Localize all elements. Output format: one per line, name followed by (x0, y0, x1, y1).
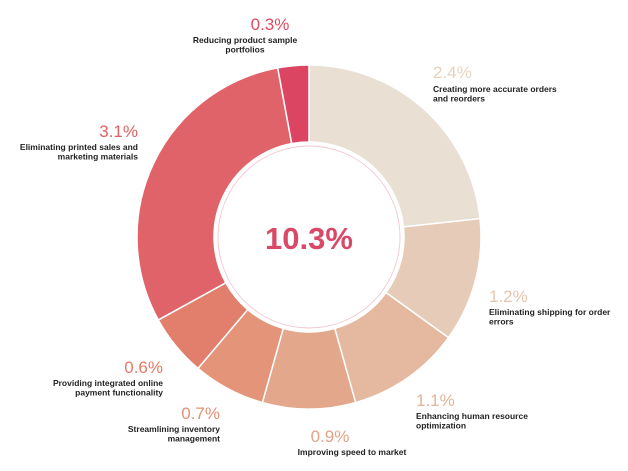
slice-category-label: Creating more accurate orders (433, 84, 557, 94)
slice-category-label: Enhancing human resource (416, 411, 528, 421)
slices-layer (136, 64, 482, 410)
center-total-label: 10.3% (265, 221, 353, 256)
slice-percent-label: 2.4% (433, 63, 472, 82)
slice-percent-label: 0.6% (124, 358, 163, 377)
donut-inner-ring (217, 145, 401, 329)
slice-label-group: 3.1%Eliminating printed sales andmarketi… (20, 122, 138, 162)
slice-category-label: Eliminating shipping for order (489, 307, 611, 317)
slice-category-label: payment functionality (75, 388, 163, 398)
slice-percent-label: 1.2% (489, 287, 528, 306)
slice-category-label: Reducing product sample (193, 35, 298, 45)
slice-percent-label: 0.9% (311, 427, 350, 446)
slice-percent-label: 0.7% (181, 404, 220, 423)
slice-category-label: optimization (416, 421, 466, 431)
slice-category-label: management (168, 434, 221, 444)
donut-hole (214, 142, 404, 332)
slice-category-label: and reorders (433, 94, 485, 104)
slice-category-label: Streamlining inventory (128, 424, 220, 434)
slice-category-label: errors (489, 317, 514, 327)
slice-percent-label: 1.1% (416, 391, 455, 410)
slice-category-label: portfolios (225, 45, 264, 55)
slice-percent-label: 0.3% (251, 15, 290, 34)
slice-category-label: Providing integrated online (53, 378, 163, 388)
slice-category-label: Eliminating printed sales and (20, 142, 138, 152)
slice-category-label: Improving speed to market (298, 447, 407, 457)
slice-percent-label: 3.1% (99, 122, 138, 141)
slice-label-group: 0.9%Improving speed to market (298, 427, 407, 457)
slice-category-label: marketing materials (58, 152, 139, 162)
